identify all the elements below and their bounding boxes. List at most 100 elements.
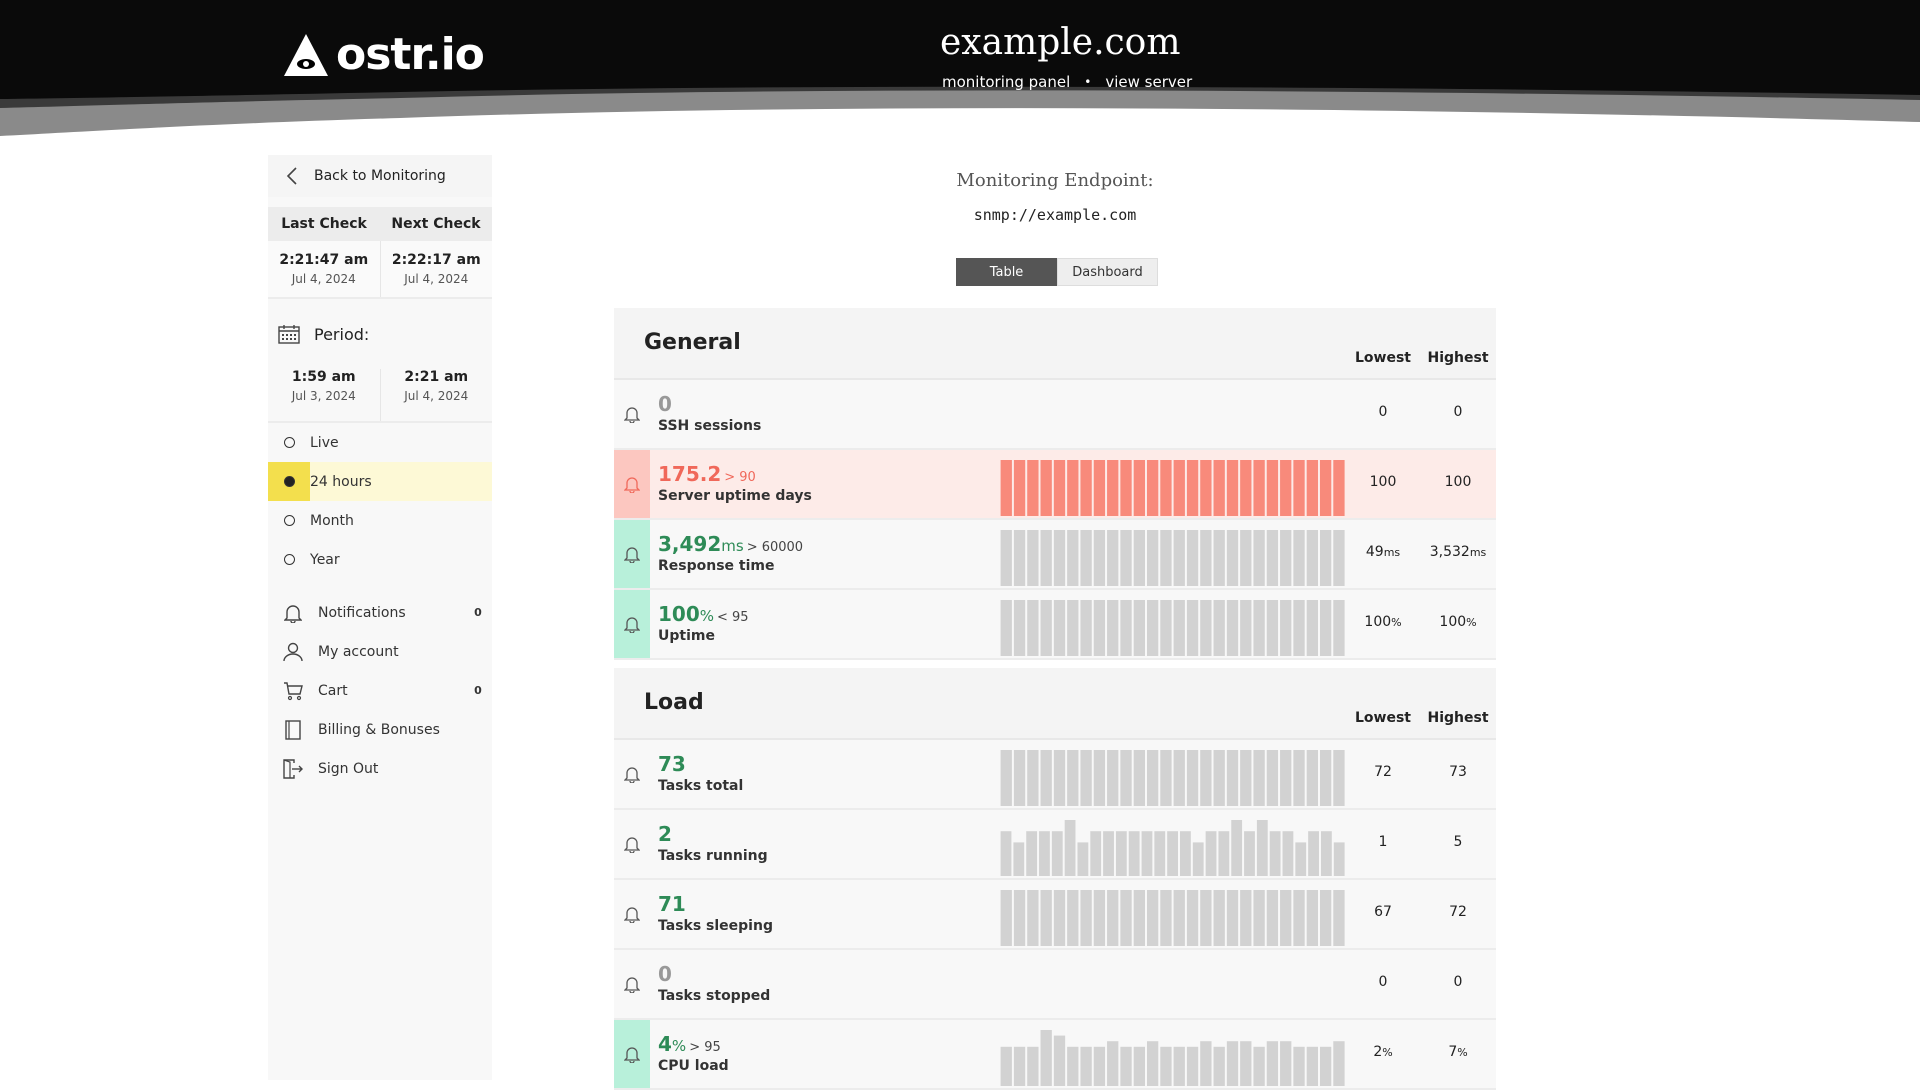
sparkline-bar xyxy=(1067,750,1079,806)
sparkline-bar xyxy=(1103,831,1114,876)
metric-highest: 100% xyxy=(1420,614,1496,630)
sidebar-item-sign-out[interactable]: Sign Out xyxy=(268,749,492,788)
metric-name: Tasks running xyxy=(658,848,768,864)
metric-row[interactable]: 71 Tasks sleeping 67 72 xyxy=(614,880,1496,950)
metric-row[interactable]: 4% > 95 CPU load 2% 7% xyxy=(614,1020,1496,1090)
notification-toggle[interactable] xyxy=(614,1020,650,1088)
radio-circle-icon xyxy=(283,554,295,565)
sparkline-bar xyxy=(1266,750,1279,806)
sparkline-bar xyxy=(1000,460,1012,516)
metric-lowest: 2% xyxy=(1347,1044,1419,1060)
notification-toggle[interactable] xyxy=(614,950,650,1018)
sparkline-bar xyxy=(1115,831,1127,876)
metric-text: 2 Tasks running xyxy=(658,822,768,864)
sidebar-item-billing-bonuses[interactable]: Billing & Bonuses xyxy=(268,710,492,749)
sparkline-bar xyxy=(1213,1046,1225,1086)
metric-name: Response time xyxy=(658,558,775,574)
metric-text: 0 SSH sessions xyxy=(658,392,761,434)
endpoint-label: Monitoring Endpoint: xyxy=(956,170,1154,191)
tab-table[interactable]: Table xyxy=(956,258,1057,286)
metric-value: 73 xyxy=(658,752,686,776)
bell-icon xyxy=(624,977,640,993)
range-month[interactable]: Month xyxy=(268,501,492,540)
ostrio-logo[interactable]: ostr.io xyxy=(282,30,485,80)
highest-unit: ms xyxy=(1469,546,1487,559)
sparkline-bar xyxy=(1266,890,1279,946)
metric-row[interactable]: 3,492ms > 60000 Response time 49ms 3,532m… xyxy=(614,520,1496,590)
range-year[interactable]: Year xyxy=(268,540,492,579)
lowest-column-header: Lowest xyxy=(1355,350,1411,366)
sparkline-bar xyxy=(1173,530,1185,586)
sidebar-item-notifications[interactable]: Notifications 0 xyxy=(268,593,492,632)
notification-toggle[interactable] xyxy=(614,450,650,518)
metric-row[interactable]: 73 Tasks total 72 73 xyxy=(614,740,1496,810)
metric-row[interactable]: 2 Tasks running 1 5 xyxy=(614,810,1496,880)
sparkline-bar xyxy=(1244,831,1255,876)
metric-row[interactable]: 0 SSH sessions 0 0 xyxy=(614,380,1496,450)
sparkline-bar xyxy=(1053,600,1066,656)
sparkline-bar xyxy=(1080,460,1092,516)
bell-icon xyxy=(624,547,640,563)
sparkline-bar xyxy=(1226,750,1239,806)
sparkline-bar xyxy=(1080,1046,1092,1086)
sparkline-bar xyxy=(1180,831,1191,876)
sparkline-bar xyxy=(1146,600,1159,656)
metric-text: 71 Tasks sleeping xyxy=(658,892,773,934)
metric-sparkline xyxy=(1000,960,1346,1016)
bell-icon xyxy=(624,1047,640,1063)
sparkline-bar xyxy=(1040,890,1052,946)
metric-lowest: 49ms xyxy=(1347,544,1419,560)
header-wave-background xyxy=(0,0,1920,140)
metric-highest: 3,532ms xyxy=(1420,544,1496,560)
metric-text: 3,492ms > 60000 Response time xyxy=(658,532,803,574)
period-end-cell[interactable]: 2:21 am Jul 4, 2024 xyxy=(381,369,493,421)
period-start-cell[interactable]: 1:59 am Jul 3, 2024 xyxy=(268,369,381,421)
bell-icon xyxy=(624,617,640,633)
bell-icon xyxy=(624,837,640,853)
sparkline-bar xyxy=(1293,600,1305,656)
sparkline-bar xyxy=(1200,1041,1212,1086)
sparkline-bar xyxy=(1308,831,1319,876)
sparkline-bar xyxy=(1040,1030,1052,1086)
notification-toggle[interactable] xyxy=(614,880,650,948)
sidebar-item-my-account[interactable]: My account xyxy=(268,632,492,671)
metric-value-number: 0 xyxy=(658,392,672,416)
notification-toggle[interactable] xyxy=(614,520,650,588)
sparkline-bar xyxy=(1133,1046,1145,1086)
metric-row[interactable]: 175.2 > 90 Server uptime days 100 100 xyxy=(614,450,1496,520)
highest-value: 0 xyxy=(1453,974,1463,990)
checks-values: 2:21:47 am Jul 4, 2024 2:22:17 am Jul 4,… xyxy=(268,241,492,299)
monitoring-panel-link[interactable]: monitoring panel xyxy=(942,73,1071,91)
notification-toggle[interactable] xyxy=(614,740,650,808)
range-options: Live 24 hours Month Year xyxy=(268,423,492,579)
sidebar-item-cart[interactable]: Cart 0 xyxy=(268,671,492,710)
view-server-link[interactable]: view server xyxy=(1105,73,1193,91)
notification-toggle[interactable] xyxy=(614,380,650,448)
sidebar: Back to Monitoring Last Check Next Check… xyxy=(268,155,492,1080)
next-check-cell: 2:22:17 am Jul 4, 2024 xyxy=(381,241,493,297)
back-to-monitoring-button[interactable]: Back to Monitoring xyxy=(268,155,492,197)
metric-row[interactable]: 0 Tasks stopped 0 0 xyxy=(614,950,1496,1020)
highest-value: 100 xyxy=(1439,614,1467,630)
metric-name: SSH sessions xyxy=(658,418,762,434)
period-values: 1:59 am Jul 3, 2024 2:21 am Jul 4, 2024 xyxy=(268,369,492,423)
sparkline-bar xyxy=(1160,460,1172,516)
notification-toggle[interactable] xyxy=(614,810,650,878)
metric-row[interactable]: 100% < 95 Uptime 100% 100% xyxy=(614,590,1496,660)
sparkline-bar xyxy=(1226,1041,1239,1086)
tab-dashboard[interactable]: Dashboard xyxy=(1057,258,1158,286)
range-24-hours[interactable]: 24 hours xyxy=(268,462,492,501)
range-live[interactable]: Live xyxy=(268,423,492,462)
metric-value: 0 xyxy=(658,392,672,416)
metric-value: 4% xyxy=(658,1032,686,1056)
sparkline-bar xyxy=(1146,530,1159,586)
sparkline-bar xyxy=(1013,460,1026,516)
metric-value-number: 3,492 xyxy=(658,532,722,556)
sparkline-bar xyxy=(1133,750,1145,806)
sparkline-bar xyxy=(1160,600,1172,656)
sidebar-item-label: Cart xyxy=(318,682,348,699)
sparkline-bar xyxy=(1146,1041,1159,1086)
sparkline-bar xyxy=(1253,890,1265,946)
notification-toggle[interactable] xyxy=(614,590,650,658)
metric-text: 73 Tasks total xyxy=(658,752,743,794)
